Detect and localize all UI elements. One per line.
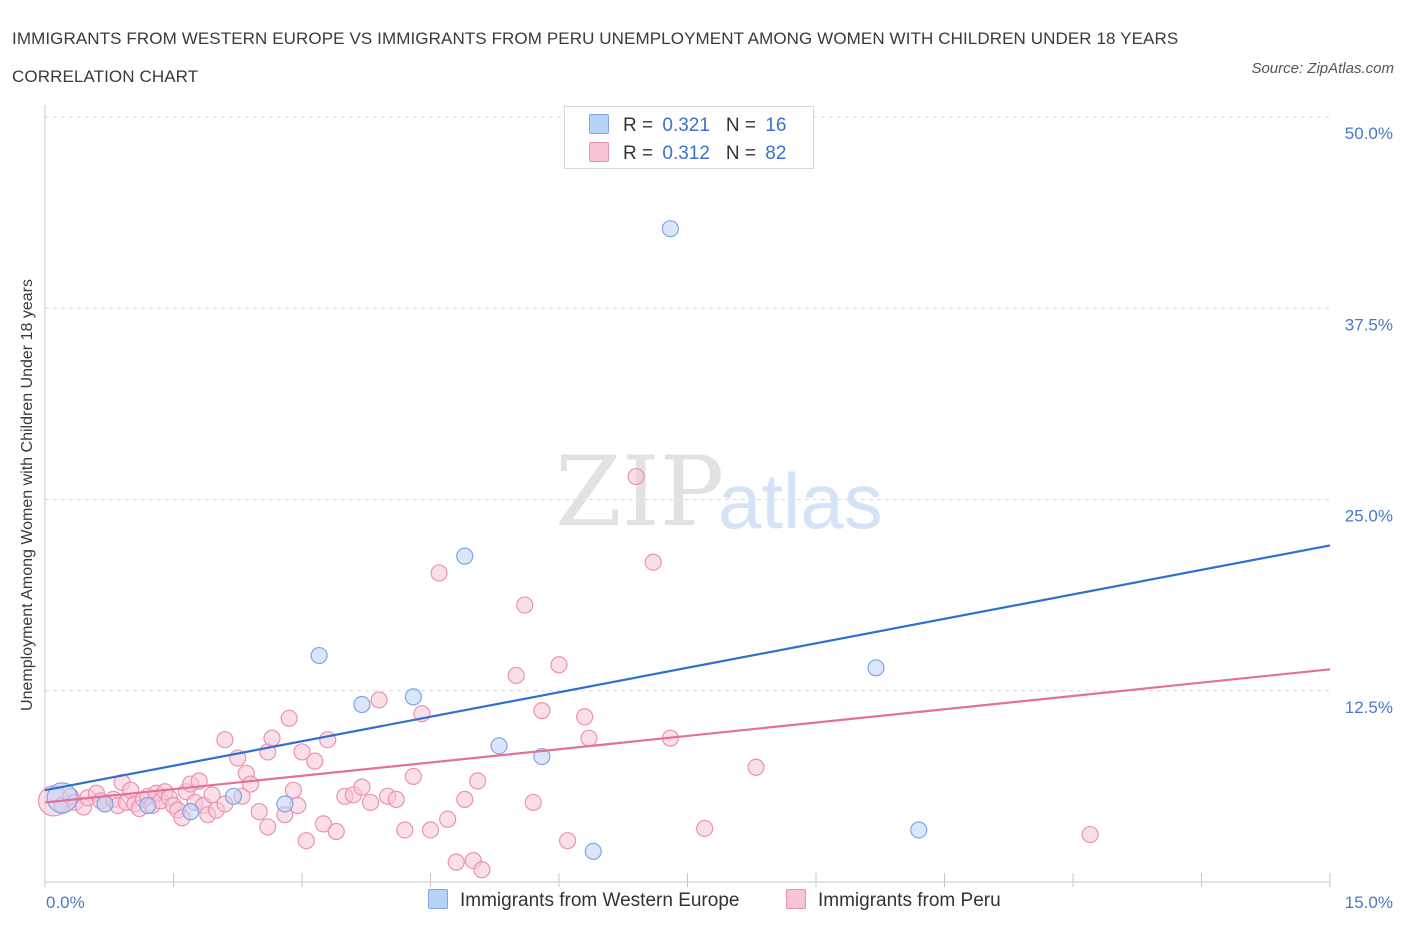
data-point-peru: [327, 822, 345, 841]
data-point-peru: [533, 702, 551, 720]
data-point-peru: [259, 818, 277, 836]
trend-layer: [44, 544, 1331, 804]
x-tick-label: 15.0%: [1345, 893, 1393, 912]
data-point-western-europe: [139, 796, 157, 815]
data-point-peru: [456, 790, 474, 808]
y-tick-label: 25.0%: [1345, 507, 1393, 526]
legend-n-value: 16: [765, 115, 787, 136]
data-point-peru: [280, 709, 298, 727]
legend-swatch-blue: [589, 114, 609, 134]
data-point-peru: [469, 772, 487, 790]
data-point-western-europe: [584, 842, 602, 861]
data-point-peru: [516, 596, 534, 614]
data-point-peru: [644, 553, 662, 571]
series-label-western-europe: Immigrants from Western Europe: [460, 890, 740, 911]
data-point-peru: [263, 729, 281, 747]
chart-source: Source: ZipAtlas.com: [1251, 60, 1394, 77]
data-point-peru: [696, 819, 714, 838]
trend-line-peru: [44, 668, 1331, 804]
data-point-peru: [1081, 825, 1099, 844]
watermark-zip: ZIP: [555, 436, 724, 548]
data-point-peru: [396, 821, 414, 839]
data-point-western-europe: [490, 737, 508, 755]
y-tick-label: 12.5%: [1345, 698, 1393, 717]
correlation-legend: R = 0.321 N = 16 R = 0.312 N = 82: [564, 106, 814, 169]
y-tick-label: 37.5%: [1345, 315, 1393, 334]
legend-r-value: 0.312: [662, 143, 710, 164]
series-label-peru: Immigrants from Peru: [818, 890, 1001, 911]
data-point-peru: [284, 781, 303, 799]
data-point-western-europe: [867, 659, 885, 677]
legend-swatch-pink: [589, 142, 609, 162]
data-point-western-europe: [404, 688, 422, 706]
data-point-peru: [242, 775, 260, 793]
data-point-peru: [387, 790, 405, 808]
axis-layer: [44, 105, 1331, 887]
watermark-atlas: atlas: [718, 457, 883, 545]
x-tick-label: 0.0%: [46, 893, 85, 912]
data-point-peru: [747, 758, 765, 776]
y-tick-label: 50.0%: [1345, 124, 1393, 143]
legend-row-western-europe: R = 0.321 N = 16: [589, 114, 786, 136]
data-point-western-europe: [456, 547, 474, 565]
data-point-peru: [216, 731, 234, 749]
data-point-western-europe: [96, 795, 114, 813]
series-swatch-blue: [428, 889, 448, 909]
data-point-western-europe: [661, 220, 679, 238]
data-point-peru: [439, 810, 457, 828]
legend-row-peru: R = 0.312 N = 82: [589, 142, 786, 164]
data-point-western-europe: [353, 695, 371, 714]
data-point-peru: [447, 853, 465, 871]
data-point-peru: [370, 691, 388, 709]
data-point-peru: [319, 731, 337, 749]
watermark: ZIP atlas: [555, 436, 883, 548]
data-point-peru: [580, 729, 598, 747]
legend-r-value: 0.321: [662, 115, 710, 136]
point-layer: [37, 220, 1099, 879]
data-point-peru: [404, 767, 422, 786]
data-point-peru: [550, 656, 568, 674]
data-point-peru: [558, 832, 577, 850]
data-point-western-europe: [224, 787, 243, 805]
data-point-western-europe: [310, 646, 328, 665]
data-point-peru: [507, 666, 525, 685]
legend-n-value: 82: [765, 143, 787, 164]
chart-title: IMMIGRANTS FROM WESTERN EUROPE VS IMMIGR…: [12, 29, 1179, 86]
data-point-western-europe: [182, 803, 200, 821]
data-point-peru: [576, 708, 594, 726]
data-point-western-europe: [533, 747, 551, 766]
legend-r-label: R =: [623, 115, 659, 136]
grid-layer: [45, 116, 1330, 692]
data-point-peru: [293, 743, 311, 761]
legend-n-label: N =: [725, 143, 762, 164]
data-point-peru: [473, 861, 491, 879]
data-point-western-europe: [910, 821, 928, 839]
legend-r-label: R =: [623, 143, 659, 164]
trend-line-western-europe: [44, 544, 1331, 792]
legend-n-label: N =: [725, 115, 762, 136]
data-point-peru: [353, 778, 371, 796]
data-point-peru: [306, 752, 324, 770]
data-point-peru: [361, 793, 380, 812]
data-point-western-europe: [276, 795, 294, 813]
series-legend-peru: Immigrants from Peru: [786, 889, 1001, 915]
data-point-peru: [430, 564, 448, 582]
series-swatch-pink: [786, 889, 806, 909]
tick-label-layer: 12.5% 25.0% 37.5% 50.0% 0.0% 15.0%: [46, 124, 1393, 912]
data-point-peru: [250, 803, 268, 821]
data-point-peru: [627, 467, 645, 486]
data-point-peru: [421, 821, 440, 839]
data-point-peru: [524, 793, 542, 812]
data-point-western-europe: [46, 782, 78, 814]
data-point-peru: [314, 815, 333, 833]
series-legend-western-europe: Immigrants from Western Europe: [428, 889, 739, 915]
data-point-peru: [297, 832, 315, 850]
